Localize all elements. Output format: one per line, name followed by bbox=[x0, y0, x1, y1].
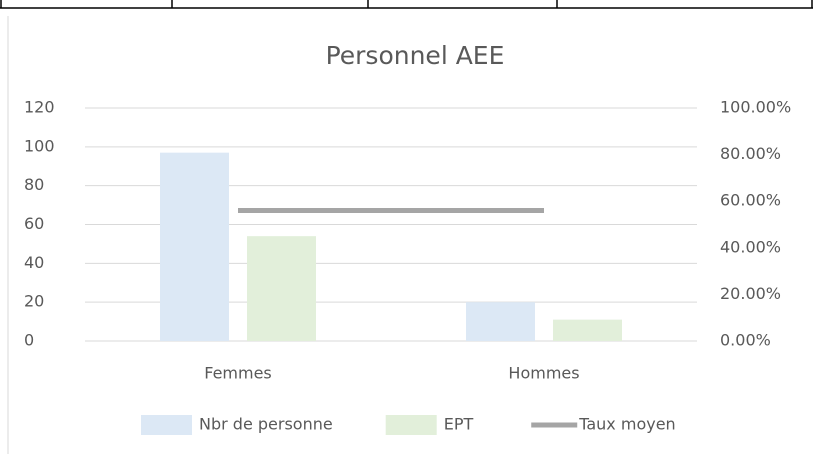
legend-swatch bbox=[385, 415, 437, 435]
table-fragment bbox=[0, 0, 813, 9]
y2-tick-label: 20.00% bbox=[720, 284, 781, 303]
legend-label: EPT bbox=[444, 415, 474, 434]
y2-tick-label: 0.00% bbox=[720, 331, 771, 350]
y2-tick-label: 100.00% bbox=[720, 98, 791, 117]
bar bbox=[466, 302, 535, 341]
chart-title: Personnel AEE bbox=[326, 41, 505, 70]
bar bbox=[553, 319, 622, 341]
legend-label: Taux moyen bbox=[578, 415, 675, 434]
y-tick-label: 100 bbox=[24, 136, 55, 155]
y-tick-label: 0 bbox=[24, 331, 34, 350]
y-tick-label: 80 bbox=[24, 175, 44, 194]
y-tick-label: 120 bbox=[24, 98, 55, 117]
x-tick-label: Hommes bbox=[508, 364, 579, 383]
y-tick-label: 60 bbox=[24, 214, 44, 233]
y2-tick-label: 60.00% bbox=[720, 191, 781, 210]
legend-label: Nbr de personne bbox=[199, 415, 333, 434]
x-tick-label: Femmes bbox=[204, 364, 272, 383]
y-tick-label: 40 bbox=[24, 253, 44, 272]
y2-tick-label: 80.00% bbox=[720, 144, 781, 163]
y2-tick-label: 40.00% bbox=[720, 237, 781, 256]
bar bbox=[160, 152, 229, 341]
y-tick-label: 20 bbox=[24, 292, 44, 311]
bar bbox=[247, 236, 316, 341]
legend-swatch bbox=[141, 415, 192, 435]
